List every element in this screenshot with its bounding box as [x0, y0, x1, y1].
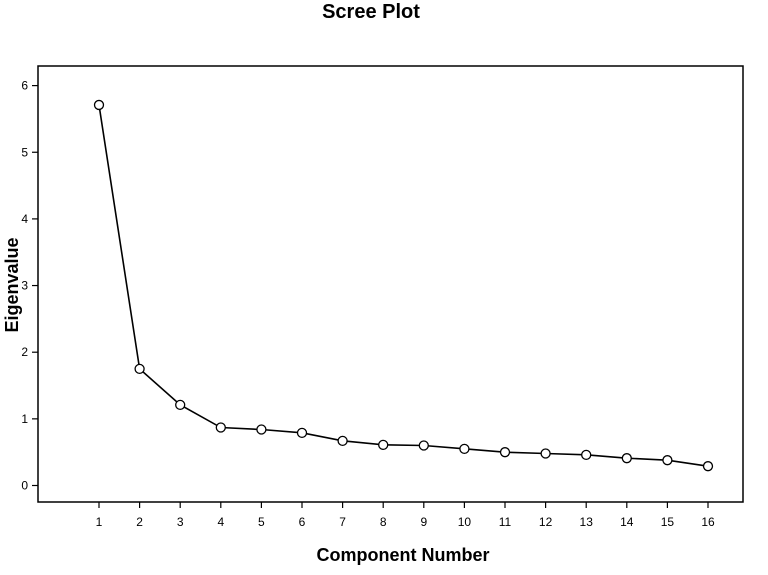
- x-axis-label: Component Number: [317, 545, 490, 565]
- x-tick-label: 14: [620, 515, 634, 529]
- y-tick-label: 4: [21, 212, 28, 226]
- x-tick-label: 7: [339, 515, 346, 529]
- x-tick-label: 6: [299, 515, 306, 529]
- chart-title: Scree Plot: [322, 1, 420, 23]
- x-tick-label: 16: [701, 515, 715, 529]
- data-point: [256, 424, 267, 435]
- y-tick-label: 5: [21, 145, 28, 159]
- x-tick-label: 10: [458, 515, 472, 529]
- data-point: [93, 99, 105, 111]
- y-tick-label: 6: [21, 79, 28, 93]
- data-point: [296, 427, 308, 438]
- x-tick-label: 2: [136, 515, 143, 529]
- y-tick-label: 3: [21, 279, 28, 293]
- data-point: [215, 422, 226, 433]
- data-point: [175, 399, 186, 411]
- y-axis: 0 1 2 3 4 5 6: [21, 79, 38, 493]
- data-point: [459, 443, 470, 454]
- x-tick-label: 4: [217, 515, 224, 529]
- data-point: [662, 455, 673, 466]
- y-axis-label: Eigenvalue: [2, 237, 22, 332]
- x-tick-label: 13: [580, 515, 594, 529]
- plot-area-frame: [37, 65, 744, 503]
- y-tick-label: 2: [21, 345, 28, 359]
- x-tick-label: 9: [420, 515, 427, 529]
- x-tick-label: 1: [96, 515, 103, 529]
- data-point: [418, 440, 429, 451]
- data-point: [621, 453, 632, 464]
- y-tick-label: 0: [21, 479, 28, 493]
- data-point: [337, 435, 348, 446]
- data-point: [540, 448, 551, 459]
- x-tick-label: 5: [258, 515, 265, 529]
- data-point: [134, 363, 145, 375]
- series-layer: [93, 99, 714, 472]
- x-axis: 1 2 3 4 5 6 7 8 9 10 11 12 13 14 15 16: [96, 502, 715, 529]
- x-tick-label: 3: [177, 515, 184, 529]
- data-point: [702, 461, 714, 472]
- y-tick-label: 1: [21, 412, 28, 426]
- data-point: [499, 447, 511, 458]
- data-point: [378, 439, 389, 450]
- x-tick-label: 12: [539, 515, 553, 529]
- data-point: [581, 449, 592, 460]
- x-tick-label: 11: [499, 515, 512, 529]
- x-tick-label: 8: [380, 515, 387, 529]
- series-line: [98, 104, 709, 467]
- x-tick-label: 15: [661, 515, 675, 529]
